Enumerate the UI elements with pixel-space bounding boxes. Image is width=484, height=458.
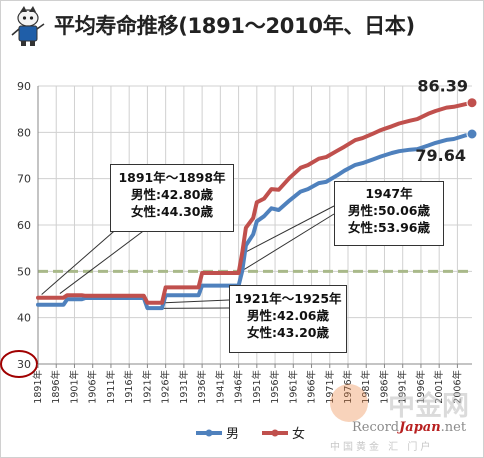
callout-1921-male: 男性:42.06歳 — [246, 308, 330, 323]
x-tick-label-1956: 1956年 — [269, 370, 281, 404]
x-tick-label-1916: 1916年 — [123, 370, 135, 404]
pointer-1891-b — [59, 225, 151, 294]
mascot-logo-icon — [11, 6, 45, 46]
callout-1921-1925: 1921年〜1925年 男性:42.06歳 女性:43.20歳 — [229, 285, 347, 353]
series-line-female — [36, 100, 474, 305]
x-tick-label-2001: 2001年 — [433, 370, 445, 404]
watermark-cn-line: 中国黄金 汇 门户 — [330, 442, 434, 453]
callout-1891-period: 1891年〜1898年 — [118, 170, 226, 185]
y-tick-label-30: 30 — [17, 358, 31, 371]
x-tick-label-1991: 1991年 — [397, 370, 409, 404]
pointer-1947-a — [244, 205, 335, 254]
pointer-1921-a — [161, 299, 230, 304]
x-tick-label-1896: 1896年 — [50, 370, 62, 404]
x-tick-label-1926: 1926年 — [160, 370, 172, 404]
series-end-point-female — [466, 97, 478, 109]
callout-1947-female: 女性:53.96歳 — [347, 220, 431, 235]
callout-1947-male: 男性:50.06歳 — [347, 203, 431, 218]
legend-marker-female — [271, 429, 279, 437]
highlight-circle-30 — [0, 350, 38, 378]
y-tick-label-90: 90 — [17, 80, 31, 93]
callout-1891-female: 女性:44.30歳 — [130, 204, 214, 219]
x-tick-label-1951: 1951年 — [251, 370, 263, 404]
watermark-record: Record — [352, 420, 400, 435]
callout-1921-female: 女性:43.20歳 — [246, 325, 330, 340]
x-tick-label-1936: 1936年 — [196, 370, 208, 404]
x-tick-label-1961: 1961年 — [287, 370, 299, 404]
x-tick-label-1946: 1946年 — [233, 370, 245, 404]
x-tick-label-1911: 1911年 — [105, 370, 117, 404]
x-tick-label-1921: 1921年 — [141, 370, 153, 404]
y-tick-label-50: 50 — [17, 265, 31, 278]
callout-1891-male: 男性:42.80歳 — [130, 187, 214, 202]
callout-1921-period: 1921年〜1925年 — [234, 291, 342, 306]
pointer-1891-a — [41, 225, 121, 295]
x-tick-label-1931: 1931年 — [178, 370, 190, 404]
y-tick-label-40: 40 — [17, 312, 31, 325]
series-end-point-male — [466, 128, 478, 140]
y-tick-label-80: 80 — [17, 126, 31, 139]
x-tick-label-1996: 1996年 — [415, 370, 427, 404]
series-line-male — [36, 132, 474, 311]
x-tick-label-1966: 1966年 — [306, 370, 318, 404]
x-tick-label-1971: 1971年 — [324, 370, 336, 404]
end-label-female: 86.39 — [417, 77, 468, 96]
callout-1947-year: 1947年 — [365, 186, 413, 201]
watermark-site-name: 中金网 — [388, 391, 469, 422]
x-tick-label-1976: 1976年 — [342, 370, 354, 404]
end-label-male: 79.64 — [415, 146, 466, 165]
callout-1947: 1947年 男性:50.06歳 女性:53.96歳 — [334, 181, 444, 246]
watermark-japan: Japan — [399, 420, 441, 435]
watermark-net: .net — [440, 420, 467, 435]
chart-title: 平均寿命推移(1891〜2010年、日本) — [54, 14, 415, 38]
x-tick-label-1941: 1941年 — [214, 370, 226, 404]
x-tick-label-1981: 1981年 — [360, 370, 372, 404]
x-tick-label-2006: 2006年 — [451, 370, 463, 404]
legend-label-male: 男 — [226, 427, 239, 442]
x-tick-label-1891: 1891年 — [32, 370, 44, 404]
legend-marker-male — [205, 429, 213, 437]
x-tick-label-1906: 1906年 — [87, 370, 99, 404]
y-tick-label-60: 60 — [17, 219, 31, 232]
y-tick-label-70: 70 — [17, 173, 31, 186]
x-tick-label-1901: 1901年 — [68, 370, 80, 404]
callout-1891-1898: 1891年〜1898年 男性:42.80歳 女性:44.30歳 — [110, 164, 234, 232]
pointer-1947-b — [243, 213, 335, 270]
watermark-logo-icon — [330, 384, 368, 422]
x-tick-label-1986: 1986年 — [378, 370, 390, 404]
legend-label-female: 女 — [292, 426, 305, 442]
watermark-recordjapan: RecordJapan.net — [352, 420, 466, 435]
